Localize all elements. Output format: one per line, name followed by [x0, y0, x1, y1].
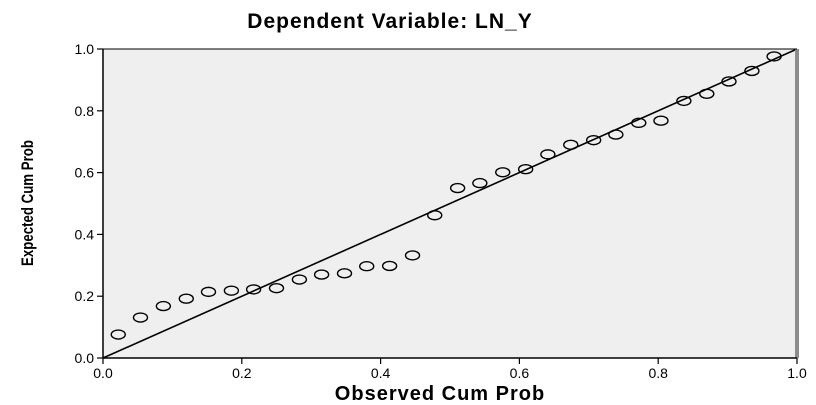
data-point — [744, 65, 760, 77]
data-point — [631, 117, 647, 129]
x-tick-label: 0.8 — [648, 365, 668, 381]
x-axis-label: Observed Cum Prob — [335, 383, 545, 405]
y-tick-label: 0.8 — [75, 103, 95, 119]
data-point — [359, 261, 375, 272]
data-point — [132, 312, 149, 323]
data-point — [721, 76, 737, 87]
y-tick-label: 1.0 — [75, 41, 95, 57]
data-point — [110, 329, 126, 340]
y-tick-label: 0.0 — [75, 350, 95, 366]
data-point — [472, 177, 488, 189]
data-point — [155, 300, 172, 312]
data-point — [223, 285, 240, 296]
x-tick-label: 0.6 — [510, 365, 530, 381]
y-tick-label: 0.2 — [75, 288, 95, 304]
data-point — [563, 139, 579, 150]
data-point — [200, 286, 217, 298]
data-point — [381, 260, 398, 272]
data-point — [449, 182, 466, 194]
y-axis-label: Expected Cum Prob — [19, 140, 38, 266]
data-point — [427, 210, 443, 221]
data-point — [404, 250, 421, 261]
data-point — [178, 293, 194, 304]
x-tick-label: 1.0 — [787, 365, 807, 381]
data-point — [585, 134, 602, 146]
data-point — [676, 95, 692, 107]
y-axis: 0.0 0.2 0.4 0.6 0.8 1.0 — [75, 41, 103, 366]
y-tick-label: 0.6 — [75, 165, 95, 181]
data-point — [517, 164, 534, 175]
data-point — [608, 129, 624, 140]
data-point — [245, 284, 262, 295]
x-axis: 0.0 0.2 0.4 0.6 0.8 1.0 — [93, 358, 807, 381]
y-tick-label: 0.4 — [75, 226, 95, 242]
data-point — [653, 115, 669, 126]
x-tick-label: 0.4 — [371, 365, 391, 381]
chart-title: Dependent Variable: LN_Y — [247, 10, 532, 33]
data-point — [540, 149, 556, 160]
data-points — [110, 51, 782, 340]
data-point — [495, 167, 511, 178]
data-point — [699, 88, 715, 100]
data-point — [336, 268, 353, 279]
data-point — [291, 274, 308, 285]
x-tick-label: 0.0 — [93, 365, 113, 381]
x-tick-label: 0.2 — [232, 365, 252, 381]
data-point — [766, 51, 782, 62]
data-point — [268, 282, 285, 294]
reference-line — [102, 48, 798, 359]
data-point — [313, 269, 330, 280]
